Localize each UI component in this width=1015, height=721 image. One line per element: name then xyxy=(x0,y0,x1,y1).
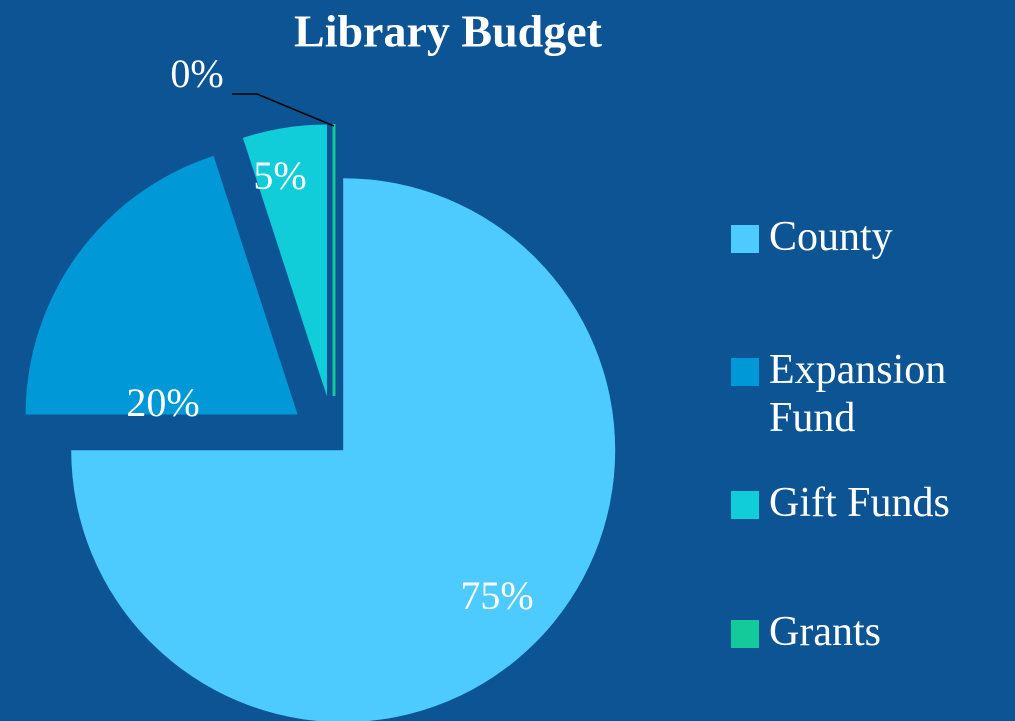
data-label: 5% xyxy=(253,153,306,198)
legend-swatch xyxy=(731,491,759,519)
legend-label: Gift Funds xyxy=(769,480,950,526)
data-label: 75% xyxy=(460,573,533,618)
legend-label: Expansion Fund xyxy=(769,347,947,441)
data-label: 20% xyxy=(126,380,199,425)
legend-swatch xyxy=(731,620,759,648)
legend-label: County xyxy=(769,214,893,260)
leader-line xyxy=(232,93,335,127)
legend-item: County xyxy=(731,213,991,261)
legend-swatch xyxy=(731,225,759,253)
pie-slice xyxy=(25,155,298,415)
legend-swatch xyxy=(731,358,759,386)
data-label: 0% xyxy=(170,51,223,96)
chart-title: Library Budget xyxy=(294,6,603,57)
legend-label: Grants xyxy=(769,609,881,655)
pie-slice xyxy=(71,178,616,721)
pie-slice xyxy=(242,124,327,397)
legend-item: Expansion Fund xyxy=(731,346,991,442)
legend-item: Grants xyxy=(731,608,991,656)
legend-item: Gift Funds xyxy=(731,479,991,527)
